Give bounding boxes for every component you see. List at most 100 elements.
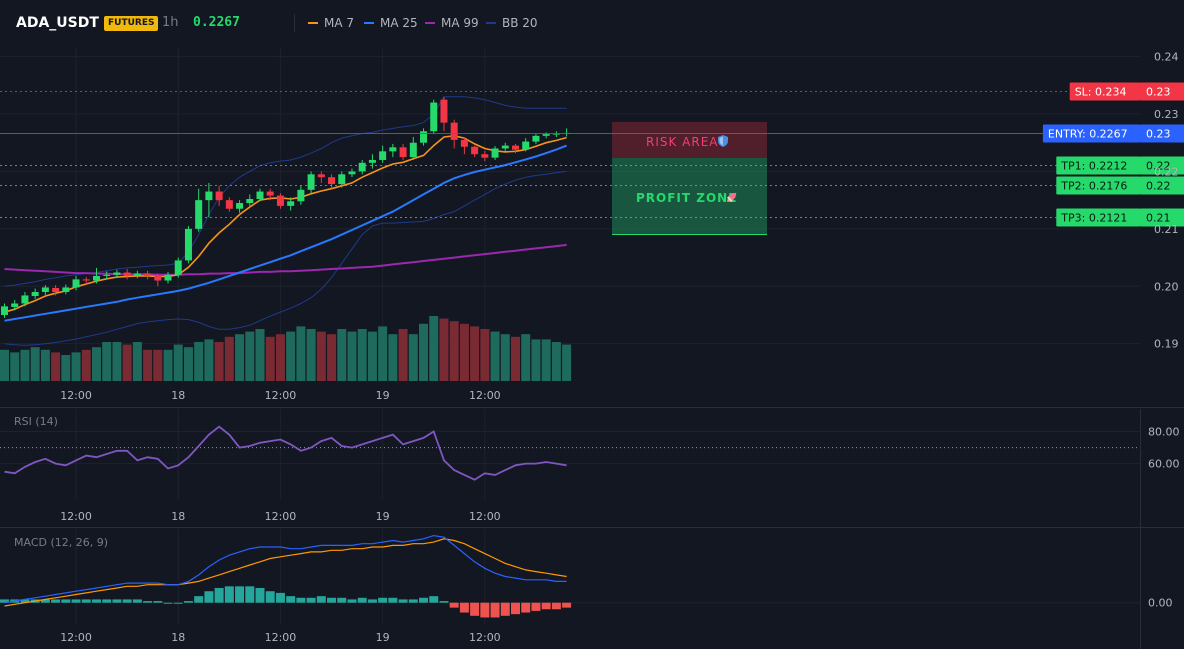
macd-histogram-bar bbox=[214, 587, 224, 603]
candle bbox=[348, 168, 356, 178]
legend-ma99-label: MA 99 bbox=[441, 16, 479, 30]
volume-bar bbox=[562, 344, 572, 381]
level-badge-bg bbox=[1056, 176, 1140, 195]
macd-histogram-bar bbox=[173, 602, 183, 604]
candle bbox=[563, 128, 571, 137]
header-divider bbox=[294, 14, 295, 32]
macd-histogram-bar bbox=[306, 597, 316, 603]
candle bbox=[225, 197, 233, 212]
candle-body bbox=[31, 292, 39, 297]
volume-bar bbox=[71, 352, 81, 381]
legend-ma99[interactable]: MA 99 bbox=[425, 15, 479, 31]
level-badge-entry[interactable]: ENTRY: 0.2267 0.23 bbox=[1042, 124, 1184, 143]
level-badge-tp3[interactable]: TP3: 0.2121 0.21 bbox=[1056, 208, 1184, 227]
candle bbox=[552, 131, 560, 137]
profit-zone-label: PROFIT ZONE bbox=[636, 191, 737, 205]
profit-zone-box bbox=[612, 158, 767, 235]
candle bbox=[31, 288, 39, 299]
candle bbox=[164, 271, 172, 284]
rsi-pane: 60.00 80.00 RSI (14) bbox=[0, 415, 1180, 481]
volume-bar bbox=[10, 352, 20, 381]
risk-area-label: RISK AREA bbox=[646, 135, 719, 149]
candle-body bbox=[266, 191, 274, 196]
macd-histogram-bar bbox=[163, 602, 173, 604]
level-badge-bg bbox=[1042, 124, 1140, 143]
level-axis-bg bbox=[1140, 82, 1184, 101]
bb-upper-line bbox=[4, 96, 567, 287]
volume-bar bbox=[122, 344, 132, 381]
candle-body bbox=[133, 273, 141, 276]
candle bbox=[420, 128, 428, 146]
volume-bar bbox=[143, 349, 153, 381]
candle bbox=[481, 150, 489, 162]
time-tick-label: 18 bbox=[171, 389, 185, 402]
candle bbox=[174, 257, 182, 278]
volume-bar bbox=[439, 318, 449, 381]
candlesticks bbox=[1, 96, 571, 318]
macd-histogram-bar bbox=[500, 602, 510, 616]
candle-body bbox=[236, 203, 244, 209]
level-badge-tp2[interactable]: TP2: 0.2176 0.22 bbox=[1056, 176, 1184, 195]
candle bbox=[236, 200, 244, 213]
volume-bar bbox=[245, 331, 255, 381]
level-badge-bg bbox=[1069, 82, 1140, 101]
candle-body bbox=[450, 122, 458, 140]
legend-ma7[interactable]: MA 7 bbox=[308, 15, 354, 31]
macd-histogram-bar bbox=[551, 602, 561, 610]
legend-bb20[interactable]: BB 20 bbox=[486, 15, 538, 31]
time-tick-label: 12:00 bbox=[265, 631, 297, 644]
time-tick-label: 12:00 bbox=[60, 510, 92, 523]
shield-icon bbox=[718, 135, 728, 147]
candle bbox=[1, 303, 8, 318]
candle bbox=[144, 270, 152, 280]
candle-body bbox=[328, 177, 336, 185]
volume-bar bbox=[91, 347, 101, 381]
candle bbox=[389, 143, 397, 158]
time-tick-label: 12:00 bbox=[265, 510, 297, 523]
volume-bar bbox=[163, 349, 173, 381]
legend-ma99-swatch bbox=[425, 21, 435, 24]
volume-bar bbox=[378, 326, 388, 381]
macd-histogram-bar bbox=[20, 599, 30, 603]
candle bbox=[440, 96, 448, 132]
moving-averages bbox=[4, 134, 567, 322]
time-tick-label: 19 bbox=[376, 389, 390, 402]
volume-bar bbox=[51, 352, 61, 381]
volume-bar bbox=[296, 326, 306, 381]
timeframe-label[interactable]: 1h bbox=[162, 15, 179, 30]
legend-ma7-label: MA 7 bbox=[324, 16, 355, 30]
macd-histogram-bar bbox=[143, 601, 153, 603]
level-badge-tp1[interactable]: TP1: 0.2212 0.22 bbox=[1056, 156, 1184, 175]
candle-body bbox=[481, 154, 489, 158]
candle-body bbox=[164, 274, 172, 281]
candle-body bbox=[399, 147, 407, 158]
macd-histogram-bar bbox=[449, 602, 459, 608]
candle bbox=[195, 188, 203, 232]
price-tick-label: 0.19 bbox=[1154, 338, 1179, 351]
macd-histogram-bar bbox=[511, 602, 520, 615]
candle bbox=[358, 159, 366, 175]
price-tick-label: 0.22 bbox=[1154, 165, 1179, 178]
volume-bar bbox=[367, 331, 377, 381]
level-axis-bg bbox=[1140, 156, 1184, 175]
volume-bar bbox=[153, 349, 163, 381]
macd-histogram-bar bbox=[204, 591, 214, 603]
legend-ma25[interactable]: MA 25 bbox=[364, 15, 418, 31]
candle-body bbox=[123, 272, 131, 276]
bollinger-bands bbox=[4, 96, 567, 346]
symbol-name[interactable]: ADA_USDT bbox=[16, 15, 99, 31]
candle bbox=[246, 194, 254, 206]
candle-body bbox=[368, 159, 376, 163]
candle-body bbox=[256, 191, 264, 199]
candle bbox=[512, 143, 519, 154]
volume-bar bbox=[102, 342, 112, 381]
volume-bar bbox=[398, 329, 408, 381]
macd-histogram-bar bbox=[439, 601, 449, 603]
level-badge-sl[interactable]: SL: 0.234 0.23 bbox=[1069, 82, 1184, 101]
volume-bar bbox=[204, 339, 214, 381]
macd-histogram-bar bbox=[531, 602, 541, 611]
candle bbox=[491, 146, 499, 160]
macd-histogram-bar bbox=[132, 599, 142, 603]
level-label: TP1: 0.2212 bbox=[1060, 160, 1127, 173]
